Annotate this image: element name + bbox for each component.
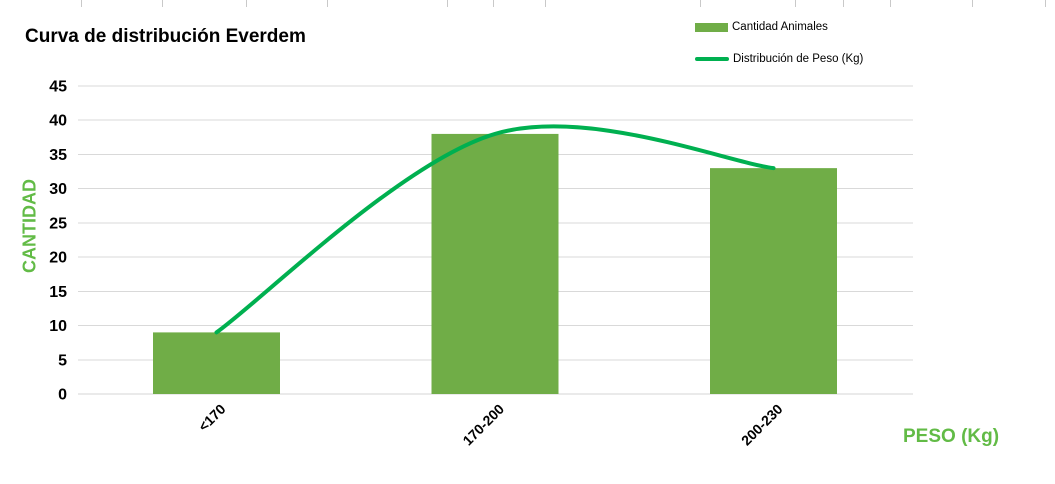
y-tick-label: 15 bbox=[49, 284, 67, 301]
y-tick-label: 10 bbox=[49, 318, 67, 335]
y-tick-label: 30 bbox=[49, 181, 67, 198]
spreadsheet-column-tick bbox=[447, 0, 448, 7]
bar-cantidad-animales bbox=[153, 332, 280, 394]
spreadsheet-column-tick bbox=[81, 0, 82, 7]
line-distribucion-peso bbox=[214, 124, 776, 335]
x-category-label: 170-200 bbox=[459, 401, 507, 449]
y-tick-label: 0 bbox=[58, 387, 67, 404]
y-tick-label: 35 bbox=[49, 147, 67, 164]
spreadsheet-column-tick bbox=[1045, 0, 1046, 7]
spreadsheet-column-tick bbox=[545, 0, 546, 7]
y-tick-label: 25 bbox=[49, 215, 67, 232]
legend-item-cantidad-animales[interactable]: Cantidad Animales bbox=[695, 20, 863, 34]
legend-label: Distribución de Peso (Kg) bbox=[733, 53, 864, 65]
chart-legend: Cantidad Animales Distribución de Peso (… bbox=[695, 20, 863, 84]
line-series-swatch-icon bbox=[695, 57, 729, 61]
spreadsheet-column-tick bbox=[162, 0, 163, 7]
spreadsheet-column-tick bbox=[246, 0, 247, 7]
spreadsheet-column-tick bbox=[700, 0, 701, 7]
spreadsheet-column-tick bbox=[972, 0, 973, 7]
y-axis-title: CANTIDAD bbox=[19, 179, 40, 273]
spreadsheet-column-tick bbox=[327, 0, 328, 7]
legend-label: Cantidad Animales bbox=[732, 21, 828, 33]
x-category-label: <170 bbox=[195, 401, 229, 435]
y-tick-label: 5 bbox=[58, 352, 67, 369]
bar-cantidad-animales bbox=[431, 133, 559, 394]
bar-series-swatch-icon bbox=[695, 22, 728, 32]
x-axis-title: PESO (Kg) bbox=[903, 426, 1000, 447]
y-tick-label: 20 bbox=[49, 250, 67, 267]
spreadsheet-column-tick bbox=[795, 0, 796, 7]
bar-cantidad-animales bbox=[710, 168, 837, 394]
spreadsheet-column-tick bbox=[493, 0, 494, 7]
chart-title: Curva de distribución Everdem bbox=[25, 26, 306, 47]
y-tick-label: 45 bbox=[49, 79, 67, 96]
x-category-label: 200-230 bbox=[738, 401, 786, 449]
spreadsheet-column-tick bbox=[843, 0, 844, 7]
y-tick-label: 40 bbox=[49, 113, 67, 130]
legend-item-distribucion-peso[interactable]: Distribución de Peso (Kg) bbox=[695, 52, 863, 66]
spreadsheet-column-tick bbox=[890, 0, 891, 7]
